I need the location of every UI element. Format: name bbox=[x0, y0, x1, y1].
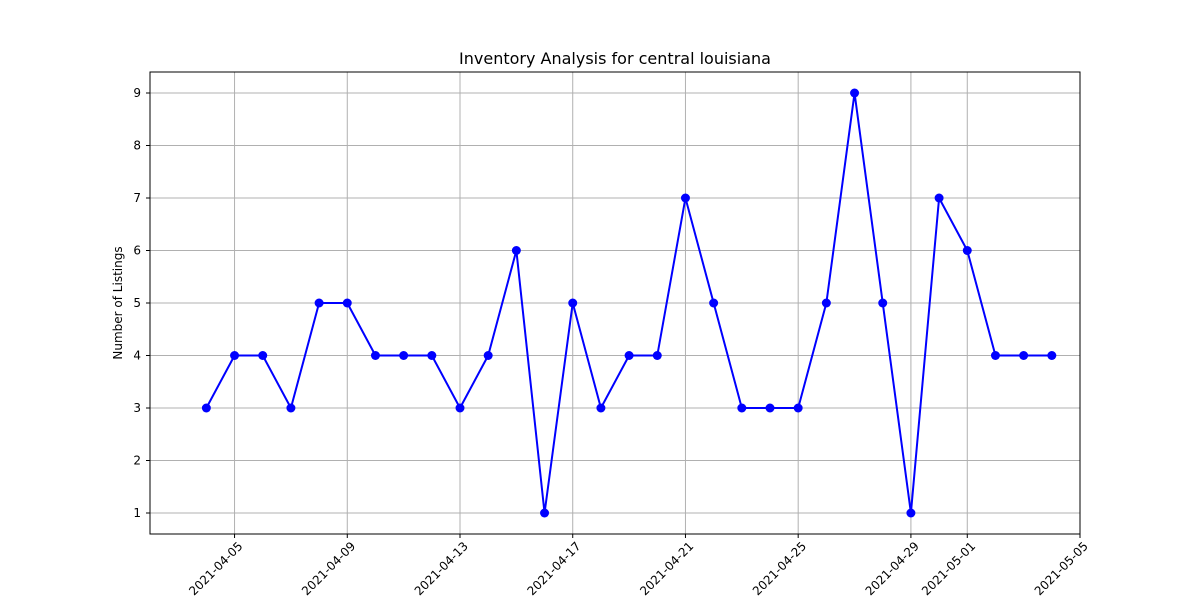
data-point bbox=[962, 246, 972, 255]
data-point bbox=[511, 246, 521, 255]
data-point bbox=[906, 508, 916, 518]
data-point bbox=[878, 298, 888, 308]
x-tick-label: 2021-04-29 bbox=[863, 539, 922, 598]
data-point bbox=[709, 298, 719, 308]
x-tick-label: 2021-04-13 bbox=[412, 539, 471, 598]
y-tick-label: 1 bbox=[133, 506, 141, 520]
x-tick-label: 2021-04-25 bbox=[750, 539, 809, 598]
x-axis-ticks: 2021-04-05 2021-04-09 2021-04-13 2021-04-17… bbox=[186, 534, 1091, 598]
data-point bbox=[342, 298, 352, 308]
data-point bbox=[286, 403, 296, 413]
data-point bbox=[568, 298, 578, 308]
data-point bbox=[399, 351, 409, 360]
data-point bbox=[258, 351, 268, 360]
data-point bbox=[596, 403, 606, 413]
data-point bbox=[934, 193, 944, 203]
x-tick-label: 2021-04-21 bbox=[637, 539, 696, 598]
data-point bbox=[765, 403, 775, 413]
data-point bbox=[990, 351, 1000, 360]
chart-title: Inventory Analysis for central louisiana bbox=[459, 49, 771, 68]
data-point bbox=[1047, 351, 1057, 360]
series-layer bbox=[201, 88, 1057, 518]
y-tick-label: 3 bbox=[133, 401, 141, 415]
y-tick-label: 2 bbox=[133, 454, 141, 468]
data-point bbox=[793, 403, 803, 413]
data-point bbox=[680, 193, 690, 203]
x-tick-label: 2021-04-05 bbox=[186, 539, 245, 598]
x-tick-label: 2021-05-05 bbox=[1032, 539, 1091, 598]
data-point bbox=[483, 351, 493, 360]
data-point bbox=[540, 508, 550, 518]
x-tick-label: 2021-05-01 bbox=[919, 539, 978, 598]
grid-lines bbox=[150, 72, 1081, 534]
data-point bbox=[230, 351, 240, 360]
y-tick-label: 5 bbox=[133, 296, 141, 310]
data-point bbox=[314, 298, 324, 308]
data-point bbox=[455, 403, 465, 413]
data-point bbox=[201, 403, 211, 413]
x-tick-label: 2021-04-17 bbox=[524, 539, 583, 598]
data-point bbox=[370, 351, 380, 360]
y-tick-label: 8 bbox=[133, 139, 141, 153]
y-axis-label: Number of Listings bbox=[111, 246, 125, 359]
y-axis-ticks: 1 2 3 4 5 6 7 8 9 bbox=[133, 86, 150, 520]
x-tick-label: 2021-04-09 bbox=[299, 539, 358, 598]
data-point bbox=[737, 403, 747, 413]
data-point bbox=[427, 351, 437, 360]
y-tick-label: 6 bbox=[133, 244, 141, 258]
data-point bbox=[652, 351, 662, 360]
data-point bbox=[821, 298, 831, 308]
y-tick-label: 4 bbox=[133, 349, 141, 363]
y-tick-label: 9 bbox=[133, 86, 141, 100]
data-point bbox=[850, 88, 860, 98]
y-tick-label: 7 bbox=[133, 191, 141, 205]
data-point bbox=[624, 351, 634, 360]
data-point bbox=[1019, 351, 1029, 360]
